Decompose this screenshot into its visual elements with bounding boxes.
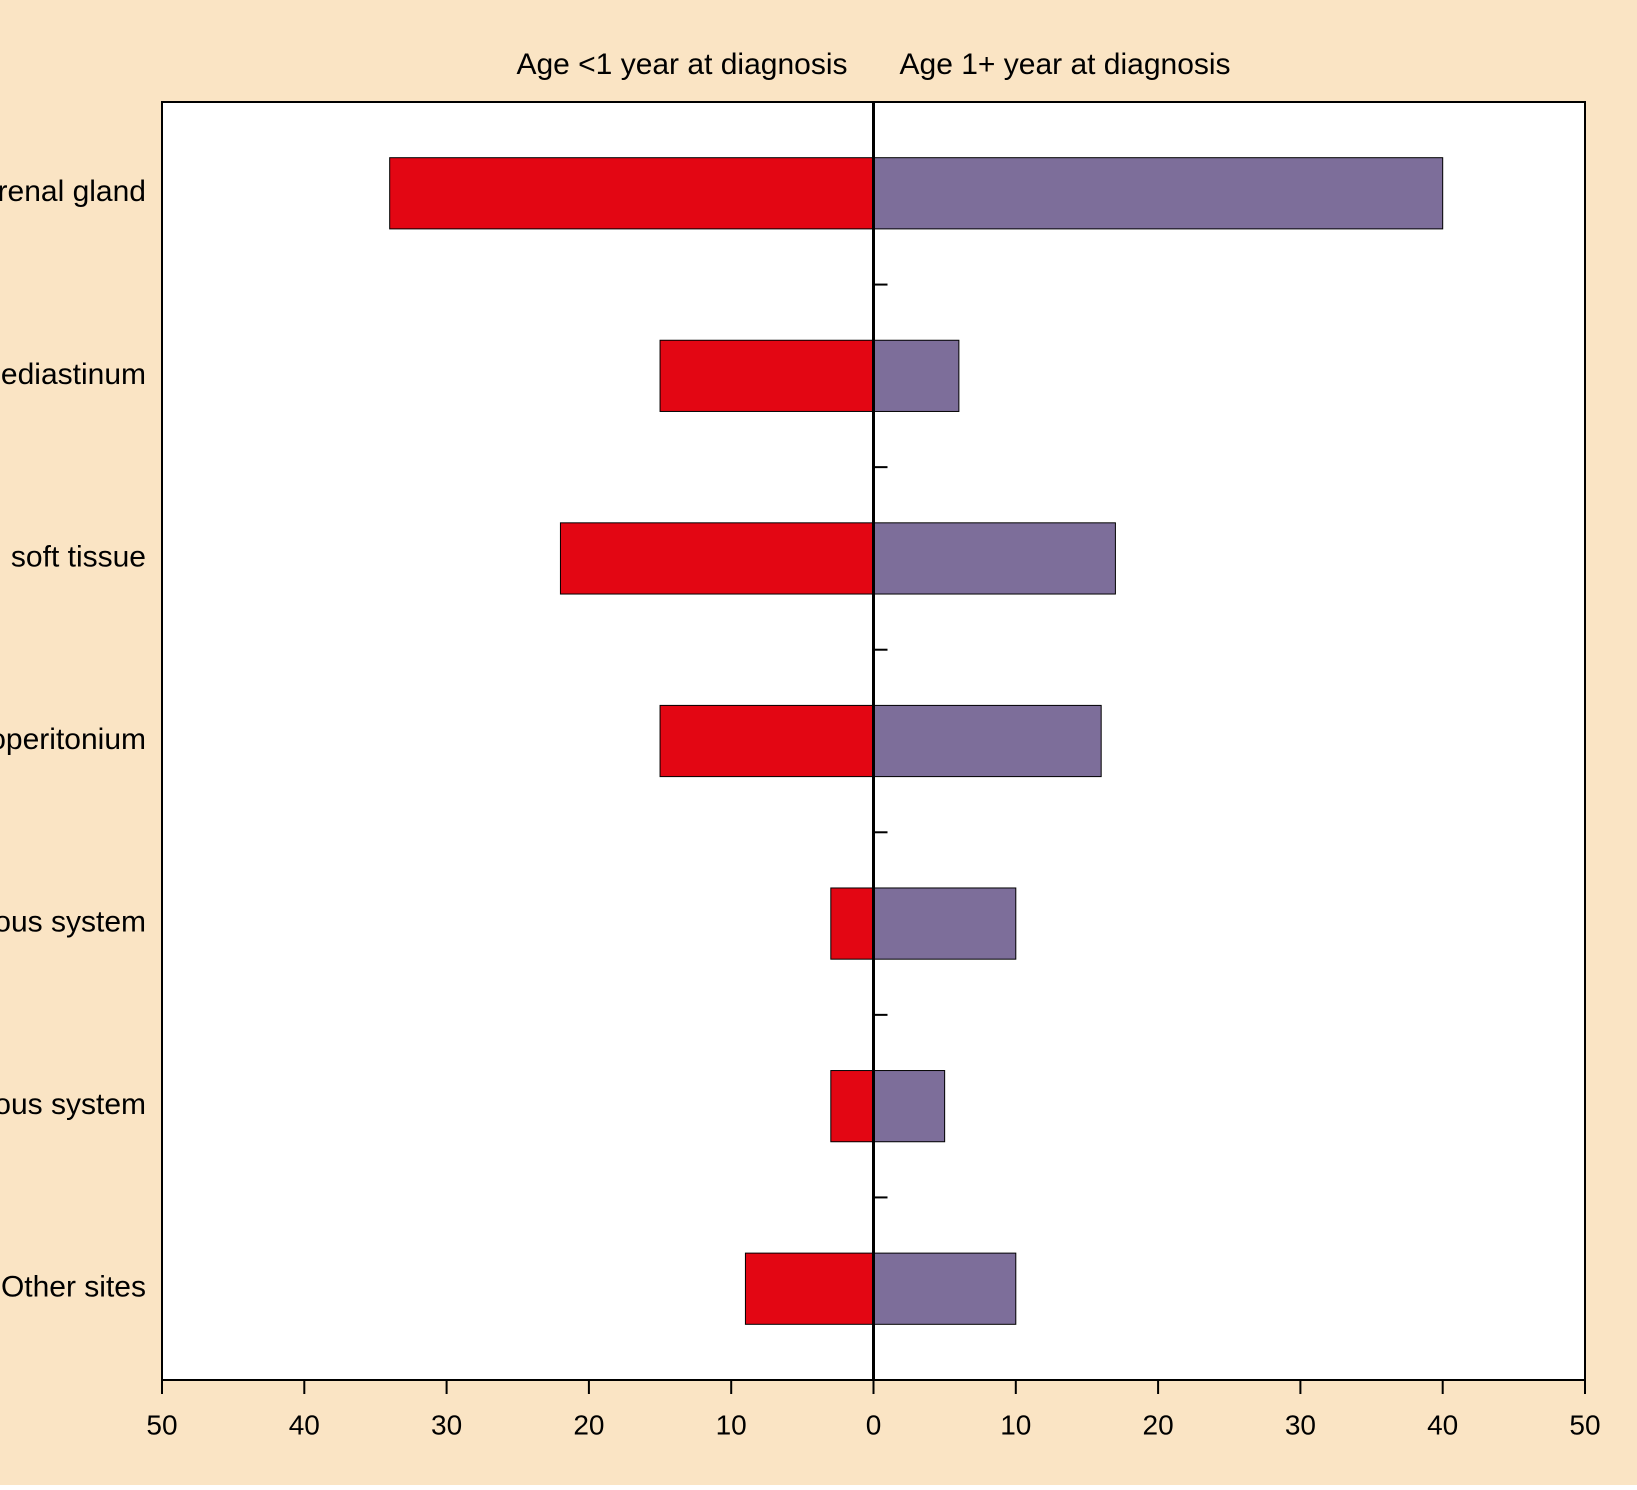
bar-right	[874, 705, 1102, 776]
x-tick-label: 30	[1285, 1409, 1316, 1440]
bar-right	[874, 888, 1016, 959]
category-label: Other sites	[1, 1271, 146, 1304]
bar-left	[831, 1071, 874, 1142]
x-tick-label: 10	[716, 1409, 747, 1440]
x-tick-label: 40	[1427, 1409, 1458, 1440]
bar-right	[874, 158, 1443, 229]
category-label: Mediastinum	[0, 358, 146, 391]
bar-left	[560, 523, 873, 594]
category-label: Retroperitonium	[0, 723, 146, 756]
x-tick-label: 50	[1569, 1409, 1600, 1440]
category-label: Adrenal gland	[0, 175, 146, 208]
x-tick-label: 10	[1000, 1409, 1031, 1440]
chart-container: Age <1 year at diagnosis Age 1+ year at d…	[0, 0, 1637, 1485]
bar-left	[390, 158, 874, 229]
x-tick-label: 20	[1143, 1409, 1174, 1440]
bar-left	[660, 705, 873, 776]
header-right: Age 1+ year at diagnosis	[900, 48, 1231, 81]
category-label: Connective, subcutaneous, soft tissue	[0, 540, 146, 573]
diverging-bar-chart: Age <1 year at diagnosis Age 1+ year at d…	[0, 0, 1637, 1485]
x-tick-label: 20	[573, 1409, 604, 1440]
bar-right	[874, 1071, 945, 1142]
bar-left	[660, 340, 873, 411]
x-tick-label: 30	[431, 1409, 462, 1440]
bar-left	[831, 888, 874, 959]
header-left: Age <1 year at diagnosis	[516, 48, 847, 81]
bar-left	[745, 1253, 873, 1324]
bar-right	[874, 523, 1116, 594]
x-tick-label: 0	[866, 1409, 882, 1440]
bar-right	[874, 340, 959, 411]
bar-right	[874, 1253, 1016, 1324]
category-label: Central nervous system	[0, 905, 146, 938]
category-label: Autonomic nervous system	[0, 1088, 146, 1121]
x-tick-label: 40	[289, 1409, 320, 1440]
x-tick-label: 50	[146, 1409, 177, 1440]
